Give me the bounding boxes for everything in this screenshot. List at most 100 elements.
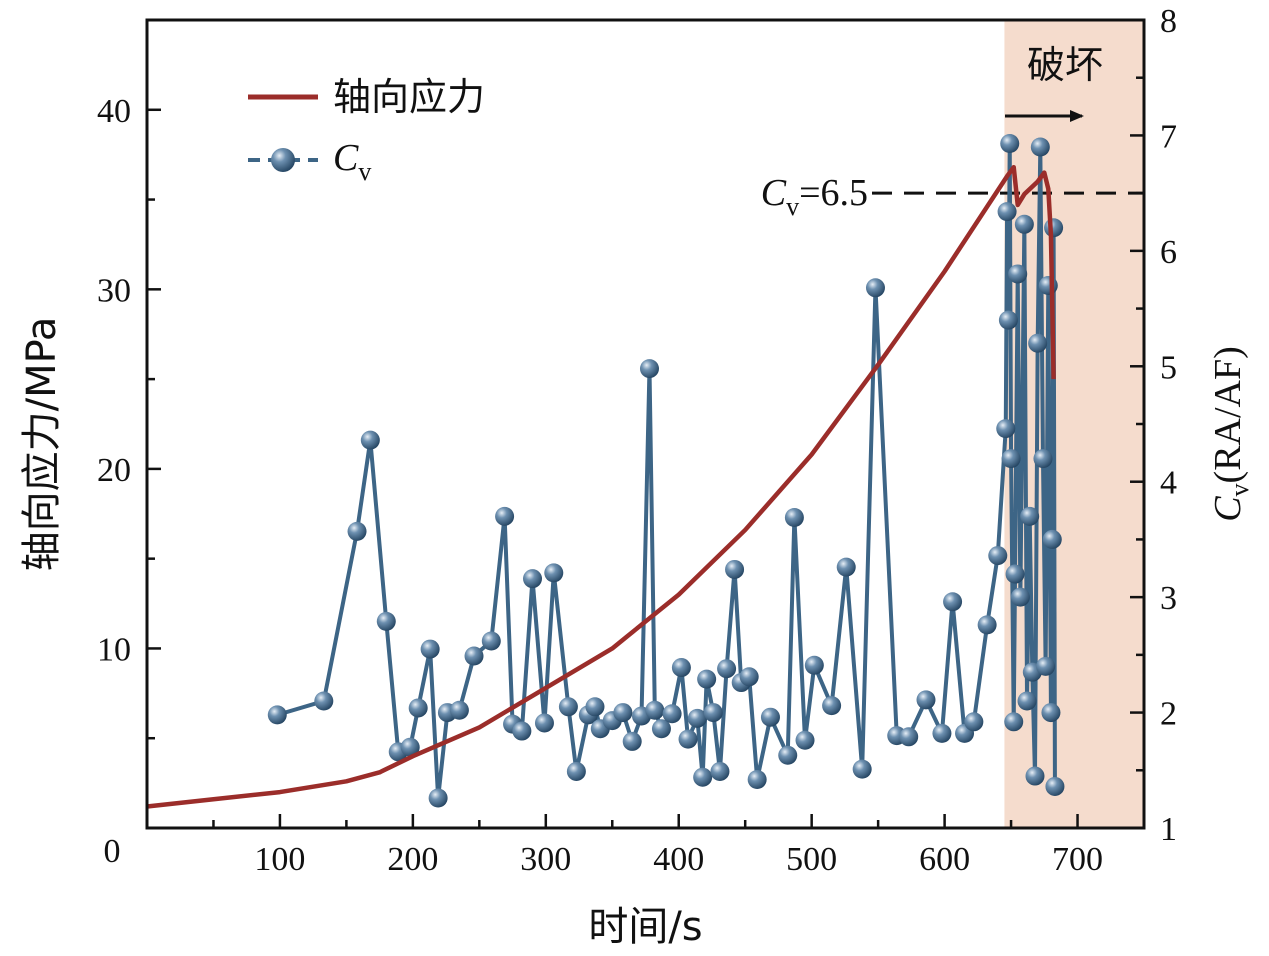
cv-point [836,557,856,577]
cv-point [400,737,420,757]
cv-point [464,646,484,666]
cv-point [613,703,633,723]
y-left-tick-label: 10 [97,631,131,668]
cv-point [662,704,682,724]
cv-point [1041,703,1061,723]
cv-point [1038,275,1058,295]
cv-point [693,767,713,787]
y-right-title-main: C [1207,496,1249,522]
cv-point [977,615,997,635]
cv-point [1001,449,1021,469]
x-tick-label: 400 [653,841,704,878]
cv-point [639,359,659,379]
y-right-tick-label: 8 [1160,3,1177,40]
cv-point [697,669,717,689]
cv-point [1044,218,1064,238]
y-left-tick-label: 30 [97,272,131,309]
origin-label: 0 [104,833,121,870]
y-left-tick-label: 40 [97,93,131,130]
cv-point [428,788,448,808]
cv-point [523,569,543,589]
failure-label: 破坏 [1027,43,1103,87]
cv-point [710,761,730,781]
cv-point [1004,712,1024,732]
cv-point [717,659,737,679]
legend-cv-label-main: C [333,137,359,179]
cv-point [1042,529,1062,549]
y-left-tick-label: 20 [97,452,131,489]
cv-point [1005,564,1025,584]
cv-point [964,712,984,732]
legend: 轴向应力 Cv [248,75,485,186]
cv-point [1036,656,1056,676]
y-right-tick-label: 1 [1160,811,1177,848]
cv-point [314,691,334,711]
cv-point [852,759,872,779]
cv-point [998,310,1018,330]
cv-point [778,745,798,765]
cv-point [678,729,698,749]
cv-point [376,611,396,631]
cv-point [534,713,554,733]
y-right-title-sub: v [1225,483,1254,496]
axes-layer: 100 200 300 400 500 600 700 10 20 30 40 1 2 3 4 5 6 7 8 [97,3,1177,878]
cv-point [703,703,723,723]
cv-point [449,700,469,720]
x-tick-label: 700 [1052,841,1103,878]
cv-point [865,278,885,298]
y-right-tick-label: 2 [1160,696,1177,733]
legend-stress-label: 轴向应力 [333,75,485,119]
threshold-label-sub: v [786,192,799,221]
cv-point [795,730,815,750]
stress-line [146,164,1056,809]
cv-point [671,658,691,678]
plot-frame [145,18,1146,830]
cv-point [997,202,1017,222]
cv-point [932,723,952,743]
cv-point [739,667,759,687]
cv-point [1008,264,1028,284]
legend-cv-marker [271,148,295,172]
cv-point [645,700,665,720]
cv-series [267,134,1065,808]
cv-point [267,705,287,725]
y-right-tick-label: 5 [1160,349,1177,386]
cv-point [651,719,671,739]
cv-point [1033,449,1053,469]
cv-point [916,690,936,710]
cv-point [495,506,515,526]
y-right-tick-label: 3 [1160,580,1177,617]
cv-point [1028,333,1048,353]
threshold-label-main: C [761,172,787,214]
cv-point [481,631,501,651]
cv-point [725,559,745,579]
cv-line [276,141,1057,800]
cv-point [760,707,780,727]
cv-point [988,546,1008,566]
cv-point [558,697,578,717]
cv-point [347,521,367,541]
x-tick-label: 500 [786,841,837,878]
y-right-title-tail: (RA/AF) [1207,346,1249,483]
x-tick-label: 100 [254,841,305,878]
cv-point [1025,766,1045,786]
cv-point [512,721,532,741]
legend-cv-label: Cv [333,137,371,186]
y-right-tick-label: 4 [1160,465,1177,502]
y-right-axis-title: Cv(RA/AF) [1207,346,1254,522]
cv-point [899,727,919,747]
cv-point [544,563,564,583]
cv-point [622,731,642,751]
cv-point [1014,214,1034,234]
legend-cv-label-sub: v [358,157,371,186]
x-tick-label: 300 [520,841,571,878]
x-axis-title: 时间/s [588,904,702,950]
cv-point [1020,506,1040,526]
cv-point [747,770,767,790]
threshold-label-tail: =6.5 [799,172,868,214]
stress-series [146,164,1056,809]
cv-point [822,696,842,716]
x-tick-label: 200 [387,841,438,878]
